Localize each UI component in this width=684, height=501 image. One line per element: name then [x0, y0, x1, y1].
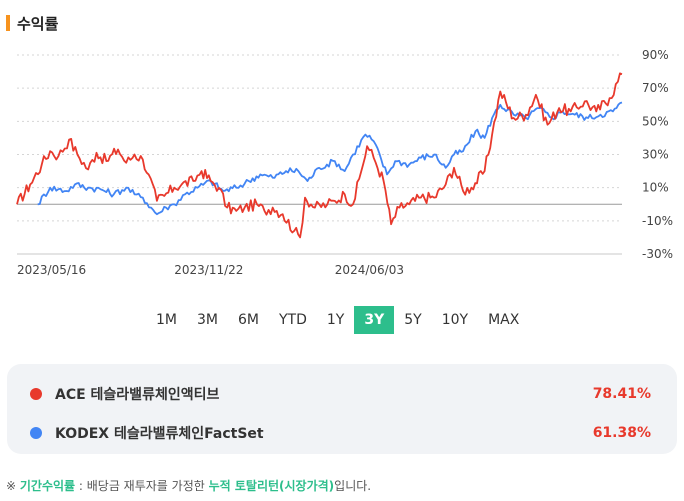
period-button-1y[interactable]: 1Y: [326, 312, 345, 328]
legend-name-ace: ACE 테슬라밸류체인액티브: [55, 387, 220, 403]
y-tick-label: -10%: [642, 214, 673, 228]
section-header: 수익률: [6, 14, 59, 33]
period-button-3y[interactable]: 3Y: [354, 306, 395, 334]
title-accent-bar: [6, 15, 10, 31]
legend-name-kodex: KODEX 테슬라밸류체인FactSet: [55, 426, 264, 442]
series-line-kodex: [37, 101, 623, 216]
footnote-prefix: ※: [6, 479, 20, 493]
period-button-6m[interactable]: 6M: [238, 312, 259, 328]
legend-row-kodex: KODEX 테슬라밸류체인FactSet 61.38%: [7, 421, 677, 445]
period-selector: 1M 3M 6M YTD 1Y 3Y 5Y 10Y MAX: [146, 306, 529, 334]
legend-panel: ACE 테슬라밸류체인액티브 78.41% KODEX 테슬라밸류체인FactS…: [7, 364, 677, 454]
y-tick-label: 50%: [642, 114, 669, 128]
footnote-term-period-return: 기간수익률: [19, 479, 76, 493]
legend-value-kodex: 61.38%: [592, 425, 651, 441]
x-tick-label: 2024/06/03: [335, 263, 404, 277]
footnote-middle: : 배당금 재투자를 가정한: [75, 479, 209, 493]
period-button-5y[interactable]: 5Y: [404, 312, 422, 328]
y-tick-label: 70%: [642, 81, 669, 95]
footnote: ※ 기간수익률 : 배당금 재투자를 가정한 누적 토탈리턴(시장가격)입니다.: [6, 477, 371, 494]
legend-row-ace: ACE 테슬라밸류체인액티브 78.41%: [7, 382, 677, 406]
footnote-term-total-return: 누적 토탈리턴(시장가격): [208, 479, 335, 493]
period-button-10y[interactable]: 10Y: [441, 312, 469, 328]
return-line-chart: 90% 70% 50% 30% 10% -10% -30% 2023/05/16 2023/11…: [16, 48, 673, 277]
y-tick-label: 30%: [642, 148, 669, 162]
period-button-ytd[interactable]: YTD: [279, 312, 307, 328]
legend-dot-ace: [30, 388, 42, 400]
legend-value-ace: 78.41%: [592, 386, 651, 402]
period-button-max[interactable]: MAX: [488, 312, 520, 328]
legend-dot-kodex: [30, 427, 42, 439]
series-line-ace: [16, 72, 623, 239]
section-title: 수익률: [17, 14, 59, 33]
y-tick-label: 10%: [642, 181, 669, 195]
footnote-suffix: 입니다.: [334, 479, 372, 493]
x-tick-label: 2023/05/16: [17, 263, 86, 277]
y-tick-label: 90%: [642, 48, 669, 62]
period-button-1m[interactable]: 1M: [156, 312, 177, 328]
period-button-3m[interactable]: 3M: [197, 312, 218, 328]
y-tick-label: -30%: [642, 247, 673, 261]
x-tick-label: 2023/11/22: [174, 263, 243, 277]
